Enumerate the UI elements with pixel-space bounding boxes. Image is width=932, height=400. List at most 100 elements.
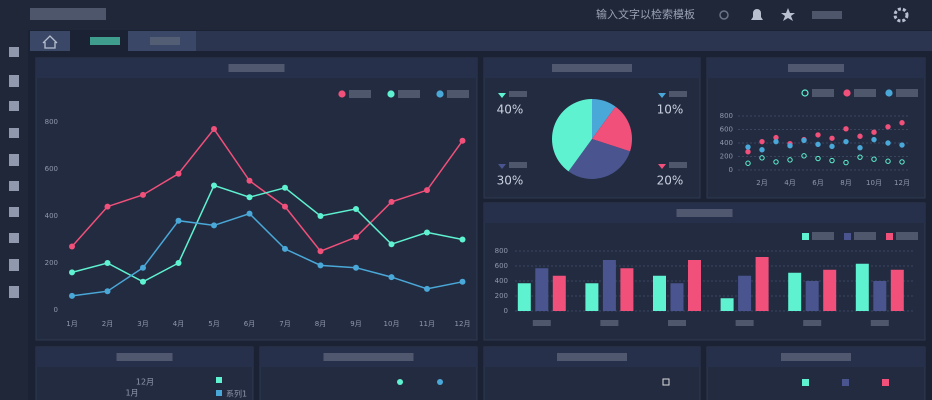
legend-label bbox=[447, 90, 469, 98]
point bbox=[246, 210, 253, 217]
legend-label bbox=[669, 91, 687, 97]
sidebar-icons[interactable] bbox=[9, 47, 19, 298]
x-tick-label: 8月 bbox=[315, 320, 326, 328]
search-box[interactable]: 输入文字以检索模板 bbox=[596, 7, 695, 21]
point bbox=[815, 155, 821, 162]
point bbox=[282, 203, 288, 210]
home-tab[interactable] bbox=[30, 31, 70, 51]
point bbox=[857, 133, 863, 139]
panel-title bbox=[557, 353, 627, 361]
legend-icon bbox=[437, 379, 443, 385]
point bbox=[815, 141, 821, 148]
legend-icon bbox=[843, 89, 851, 97]
value-label: 30% bbox=[497, 174, 524, 188]
legend-icon bbox=[498, 93, 506, 98]
bar bbox=[620, 268, 634, 311]
bar bbox=[805, 281, 819, 311]
legend-swatch bbox=[844, 233, 851, 240]
point bbox=[353, 234, 359, 241]
x-tick-label: 10月 bbox=[384, 320, 400, 328]
point bbox=[745, 160, 751, 166]
home-icon[interactable] bbox=[42, 35, 58, 49]
bar bbox=[517, 283, 531, 311]
point bbox=[175, 170, 182, 177]
active-tab-label[interactable] bbox=[90, 37, 120, 45]
point bbox=[317, 213, 324, 219]
x-tick-label: 10月 bbox=[866, 179, 882, 187]
legend-label bbox=[398, 90, 420, 98]
legend-label bbox=[812, 232, 834, 240]
x-tick-label bbox=[532, 320, 551, 326]
tab-label[interactable] bbox=[150, 37, 180, 45]
point bbox=[843, 126, 849, 132]
x-tick-label: 11月 bbox=[419, 320, 435, 328]
legend-swatch bbox=[842, 379, 849, 386]
settings-icon[interactable] bbox=[893, 7, 909, 23]
y-tick-label: 200 bbox=[495, 292, 508, 300]
x-tick-label: 7月 bbox=[279, 320, 290, 328]
point bbox=[829, 157, 835, 164]
point bbox=[815, 132, 821, 138]
bell-icon[interactable] bbox=[751, 9, 763, 20]
point bbox=[871, 129, 877, 135]
user-name[interactable] bbox=[812, 11, 842, 19]
top-bar bbox=[0, 0, 932, 30]
point bbox=[885, 140, 891, 146]
legend-label: 系列1 bbox=[226, 389, 247, 399]
point bbox=[857, 145, 863, 151]
point bbox=[459, 278, 466, 285]
y-tick-label: 600 bbox=[720, 126, 733, 134]
legend-label bbox=[669, 162, 687, 168]
point bbox=[175, 217, 182, 224]
bar bbox=[788, 272, 802, 311]
panel-title bbox=[781, 353, 851, 361]
y-tick-label: 600 bbox=[45, 165, 58, 173]
panel-title bbox=[116, 353, 173, 361]
x-tick-label: 8月 bbox=[840, 179, 851, 187]
search-icon[interactable] bbox=[719, 10, 729, 20]
bar bbox=[720, 298, 734, 311]
point bbox=[801, 153, 807, 159]
point bbox=[899, 120, 905, 126]
bar bbox=[602, 260, 616, 311]
star-icon[interactable] bbox=[781, 8, 795, 21]
point bbox=[211, 126, 217, 133]
value-label: 20% bbox=[657, 174, 684, 188]
point bbox=[211, 222, 217, 229]
point bbox=[871, 136, 877, 143]
legend-label bbox=[896, 232, 918, 240]
point bbox=[246, 194, 253, 201]
bar bbox=[552, 275, 566, 311]
point bbox=[140, 278, 146, 285]
legend-label bbox=[509, 91, 527, 97]
point bbox=[69, 292, 75, 299]
point bbox=[885, 158, 891, 164]
point bbox=[801, 137, 807, 144]
bar bbox=[670, 283, 684, 311]
y-tick-label: 200 bbox=[45, 259, 58, 267]
legend-label bbox=[812, 89, 834, 97]
axis-label: 12月 bbox=[136, 378, 154, 387]
y-tick-label: 0 bbox=[504, 307, 508, 315]
x-tick-label: 2月 bbox=[756, 179, 767, 187]
point bbox=[787, 143, 793, 149]
legend-icon bbox=[885, 89, 893, 97]
point bbox=[353, 264, 359, 271]
point bbox=[829, 143, 835, 150]
point bbox=[246, 177, 253, 184]
point bbox=[773, 138, 779, 145]
legend-label bbox=[854, 232, 876, 240]
legend-swatch bbox=[802, 379, 809, 386]
x-tick-label: 6月 bbox=[244, 320, 255, 328]
bar bbox=[738, 275, 752, 311]
point bbox=[353, 205, 359, 212]
point bbox=[317, 248, 324, 255]
point bbox=[104, 288, 111, 295]
panel-title bbox=[788, 64, 844, 72]
point bbox=[424, 229, 430, 236]
x-tick-label: 1月 bbox=[66, 320, 77, 328]
panel-title bbox=[676, 209, 733, 217]
legend-swatch bbox=[802, 233, 809, 240]
point bbox=[424, 285, 430, 292]
panel-title bbox=[228, 64, 285, 72]
